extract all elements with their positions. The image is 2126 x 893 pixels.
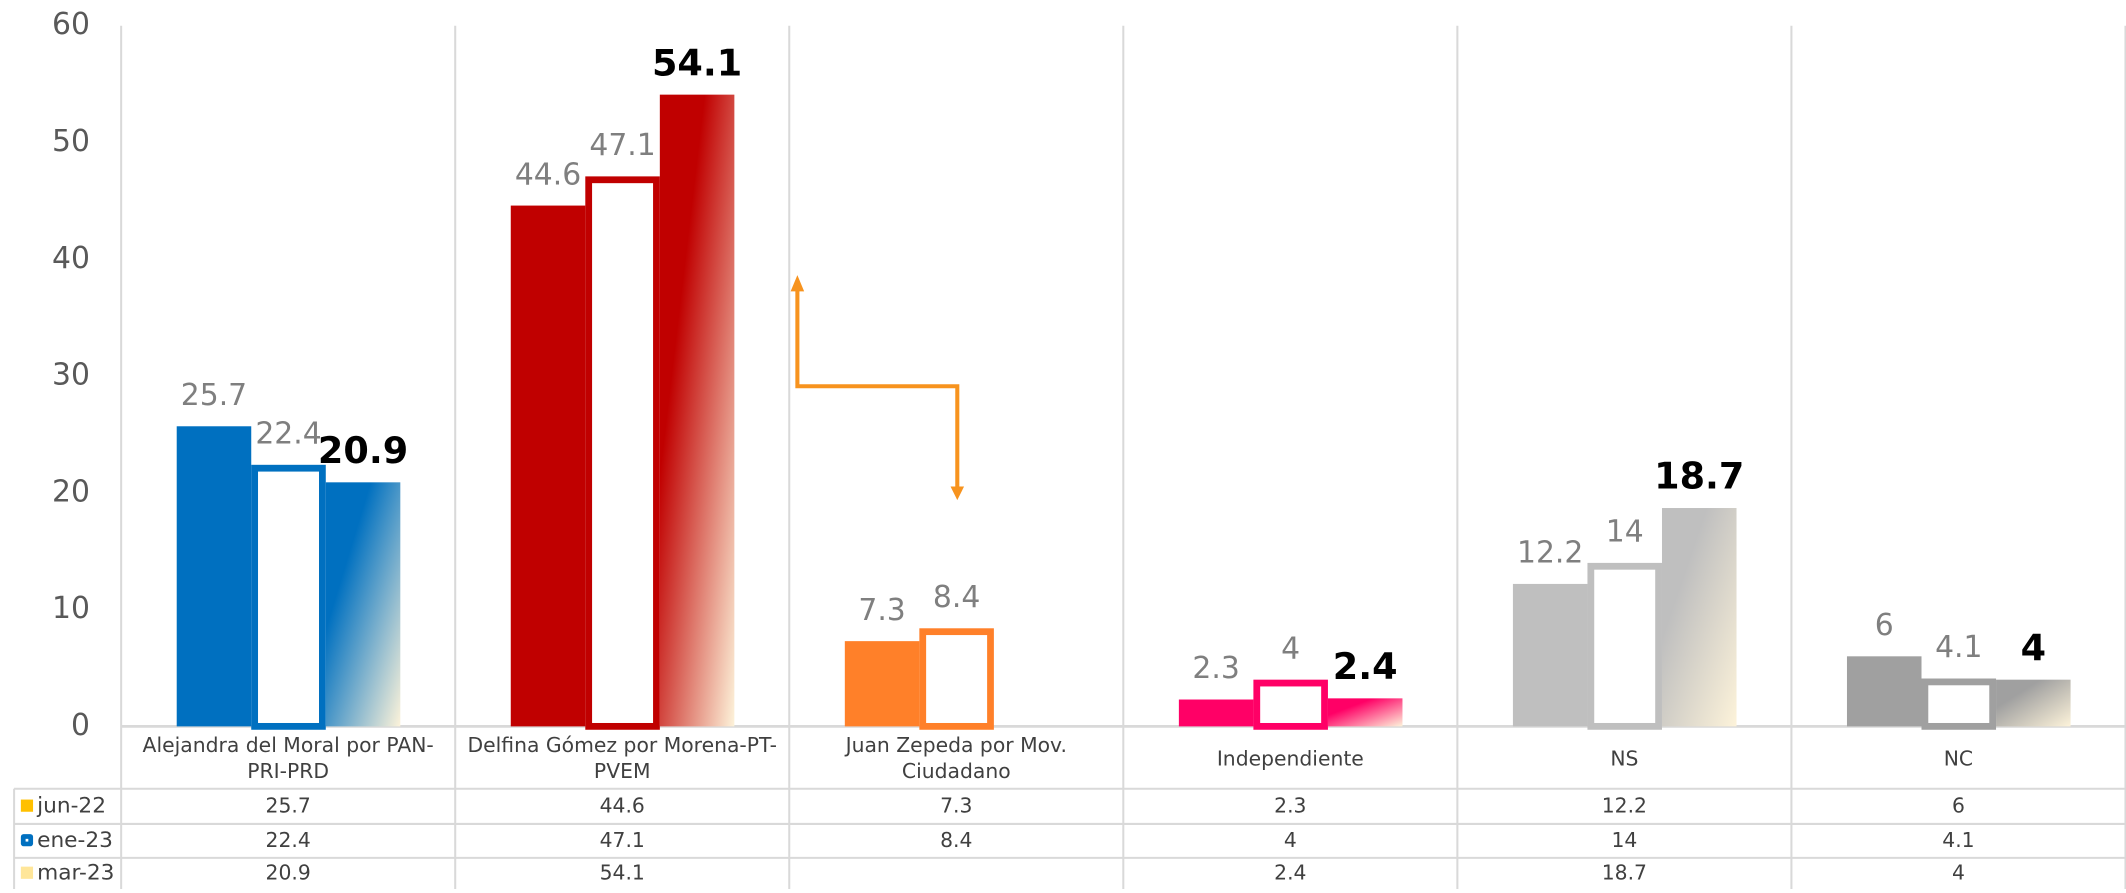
data-label: 44.6 (515, 157, 581, 192)
data-label: 12.2 (1517, 536, 1583, 571)
category-label: Delfina Gómez por Morena-PT-PVEM (467, 733, 777, 784)
legend-label: ene-23 (37, 828, 113, 853)
data-label: 7.3 (858, 593, 905, 628)
data-label: 54.1 (652, 41, 742, 84)
y-tick-label: 0 (71, 708, 90, 743)
bar (659, 94, 735, 727)
data-label: 14 (1606, 515, 1644, 550)
legend-key (20, 866, 34, 879)
category-label: NS (1610, 746, 1639, 771)
table-cell: 25.7 (266, 793, 311, 817)
table-cell: 14 (1611, 828, 1637, 852)
bar (325, 482, 401, 727)
data-label: 2.3 (1192, 651, 1239, 686)
data-label: 18.7 (1654, 455, 1744, 498)
annotation-arrow (790, 275, 965, 501)
table-cell: 12.2 (1602, 793, 1647, 817)
data-label: 47.1 (589, 128, 655, 163)
legend-key (20, 799, 34, 812)
category-label: Independiente (1216, 746, 1364, 771)
data-label: 4 (1281, 631, 1300, 666)
category-label: Alejandra del Moral por PAN-PRI-PRD (142, 733, 434, 784)
table-cell: 2.4 (1274, 860, 1306, 884)
data-label: 8.4 (933, 580, 980, 615)
table-cell: 18.7 (1602, 860, 1647, 884)
table-cell: 44.6 (600, 793, 645, 817)
data-label: 6 (1875, 608, 1894, 643)
table-cell: 7.3 (940, 793, 972, 817)
category-label: NC (1943, 746, 1974, 771)
bar (251, 464, 326, 730)
y-tick-label: 60 (52, 7, 90, 42)
bar (510, 205, 586, 727)
table-cell: 8.4 (940, 828, 972, 852)
data-label: 4.1 (1935, 630, 1982, 665)
data-label: 2.4 (1333, 645, 1398, 688)
data-label: 22.4 (255, 416, 321, 451)
x-tick-label: NS (1610, 746, 1639, 771)
bar (1253, 679, 1328, 730)
y-tick-label: 10 (52, 591, 90, 626)
x-tick-label: NC (1943, 746, 1974, 771)
table-cell: 47.1 (600, 828, 645, 852)
table-cell: 54.1 (600, 860, 645, 884)
table-cell: 4 (1284, 828, 1297, 852)
bar (176, 426, 252, 727)
legend-label: mar-23 (37, 860, 114, 885)
bar (1178, 699, 1254, 727)
table-cell: 4 (1952, 860, 1965, 884)
bar (1587, 562, 1662, 730)
bar (919, 628, 994, 730)
x-tick-label: Independiente (1216, 746, 1364, 771)
y-tick-label: 30 (52, 358, 90, 393)
x-tick-label: Delfina Gómez por Morena-PT-PVEM (467, 733, 777, 784)
data-label: 20.9 (318, 429, 408, 472)
x-tick-label: Alejandra del Moral por PAN-PRI-PRD (142, 733, 434, 784)
legend-label: jun-22 (36, 793, 106, 818)
category-label: Juan Zepeda por Mov. Ciudadano (845, 733, 1067, 784)
y-tick-label: 50 (52, 124, 90, 159)
table-cell: 2.3 (1274, 793, 1306, 817)
x-tick-label: Juan Zepeda por Mov. Ciudadano (845, 733, 1067, 784)
data-label: 4 (2021, 626, 2046, 669)
data-label: 25.7 (181, 378, 247, 413)
bar (1661, 508, 1737, 727)
bar (1996, 679, 2071, 727)
bar (1327, 698, 1403, 727)
table-cell: 22.4 (266, 828, 311, 852)
y-tick-label: 40 (52, 241, 90, 276)
legend-key-inner (25, 838, 29, 842)
table-cell: 20.9 (266, 860, 311, 884)
bar (844, 641, 920, 727)
bar (585, 176, 660, 730)
table-cell: 4.1 (1942, 828, 1974, 852)
table-cell: 6 (1952, 793, 1965, 817)
bar (1512, 583, 1588, 727)
bar (1921, 678, 1997, 730)
y-tick-label: 20 (52, 474, 90, 509)
bar (1846, 656, 1922, 727)
